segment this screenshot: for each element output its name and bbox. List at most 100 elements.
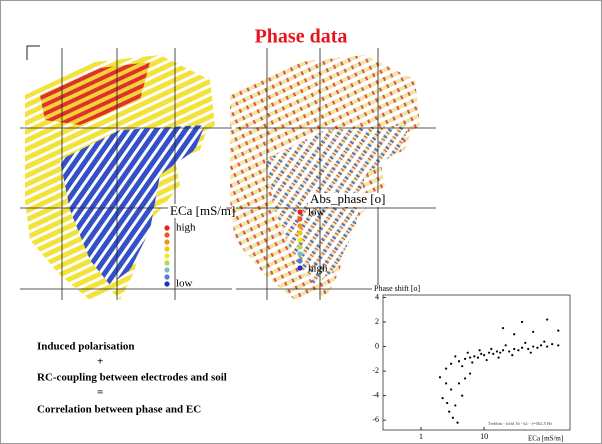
point [551,343,553,345]
point [490,348,492,350]
x-tick-label: 1 [419,432,423,441]
point [488,352,490,354]
point [452,417,454,419]
point [473,355,475,357]
point [557,344,559,346]
legend-swatch [164,281,169,286]
y-tick-label: 4 [375,292,379,301]
point [454,404,456,406]
point [521,321,523,323]
point [521,347,523,349]
point [461,395,463,397]
x-tick-label: 10 [480,432,488,441]
point [458,360,460,362]
point [471,361,473,363]
point [546,318,548,320]
point [498,356,500,358]
y-tick-label: -4 [372,390,379,399]
left-map [25,55,215,300]
legend-swatch [297,223,302,228]
legend-swatch [297,258,302,263]
y-tick-label: -2 [372,366,379,375]
point [450,363,452,365]
point [445,382,447,384]
chart-caption: Trebbin - field 16 - k1 - f=562.5 Hz [488,421,552,426]
point [505,344,507,346]
point [513,333,515,335]
point [527,348,529,350]
point [486,359,488,361]
point [479,349,481,351]
legend-label: high [176,222,196,234]
point [469,372,471,374]
point [543,341,545,343]
point [546,345,548,347]
point [536,347,538,349]
point [480,353,482,355]
point [448,410,450,412]
legend-label: low [308,207,325,219]
point [499,352,501,354]
legend-swatch [164,239,169,244]
legend-swatch [297,265,302,270]
legend-title: ECa [mS/m] [170,203,235,218]
point [557,329,559,331]
point [458,382,460,384]
legend-swatch [164,232,169,237]
point [450,388,452,390]
legend-swatch [164,225,169,230]
point [439,376,441,378]
y-tick-label: -6 [372,415,379,424]
point [540,344,542,346]
slide-title: Phase data [255,26,348,48]
point [502,327,504,329]
point [517,349,519,351]
legend-swatch [297,244,302,249]
note: + [97,356,103,368]
legend-label: low [176,278,193,290]
point [511,354,513,356]
y-axis-label: Phase shift [o] [374,284,421,293]
point [461,365,463,367]
point [492,353,494,355]
note: RC-coupling between electrodes and soil [37,372,227,384]
point [445,368,447,370]
chart-background [372,285,577,443]
x-axis-label: ECa [mS/m] [528,435,563,443]
point [441,397,443,399]
y-tick-label: 0 [375,341,379,350]
point [530,352,532,354]
point [464,377,466,379]
point [464,358,466,360]
note: = [97,387,103,399]
legend-swatch [297,251,302,256]
legend-title: Abs_phase [o] [310,191,385,206]
point [502,349,504,351]
legend-swatch [164,267,169,272]
note: Correlation between phase and EC [37,404,201,416]
point [532,331,534,333]
point [477,356,479,358]
legend-swatch [164,274,169,279]
y-tick-label: 2 [375,317,379,326]
point [513,348,515,350]
legend-swatch [164,260,169,265]
point [469,356,471,358]
point [467,352,469,354]
point [454,355,456,357]
point [446,402,448,404]
point [524,342,526,344]
legend-swatch [164,246,169,251]
point [532,345,534,347]
point [496,350,498,352]
note: Induced polarisation [37,341,135,353]
legend-swatch [297,237,302,242]
slide: Phase data ECa [mS/m] high low Abs_phase… [0,0,602,444]
point [483,354,485,356]
legend-swatch [297,230,302,235]
point [456,422,458,424]
legend-swatch [297,216,302,221]
legend-label: high [308,263,328,275]
legend-swatch [297,209,302,214]
point [508,350,510,352]
